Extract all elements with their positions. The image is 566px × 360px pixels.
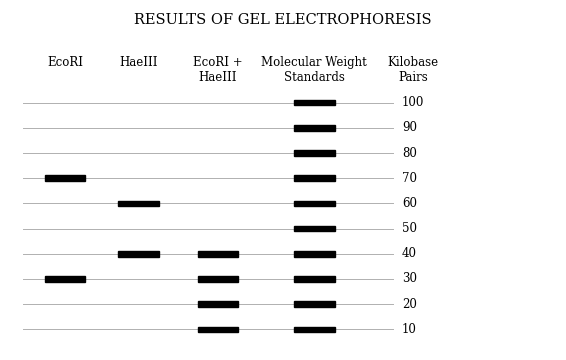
Text: Molecular Weight
Standards: Molecular Weight Standards xyxy=(261,56,367,84)
Text: RESULTS OF GEL ELECTROPHORESIS: RESULTS OF GEL ELECTROPHORESIS xyxy=(134,13,432,27)
Text: 70: 70 xyxy=(402,172,417,185)
Text: HaeIII: HaeIII xyxy=(119,56,158,69)
Text: 50: 50 xyxy=(402,222,417,235)
Text: 60: 60 xyxy=(402,197,417,210)
Text: 10: 10 xyxy=(402,323,417,336)
Text: 90: 90 xyxy=(402,121,417,134)
Text: 40: 40 xyxy=(402,247,417,260)
Text: EcoRI: EcoRI xyxy=(47,56,83,69)
Text: Kilobase
Pairs: Kilobase Pairs xyxy=(388,56,439,84)
Text: 20: 20 xyxy=(402,298,417,311)
Text: EcoRI +
HaeIII: EcoRI + HaeIII xyxy=(193,56,243,84)
Text: 30: 30 xyxy=(402,273,417,285)
Text: 100: 100 xyxy=(402,96,424,109)
Text: 80: 80 xyxy=(402,147,417,159)
